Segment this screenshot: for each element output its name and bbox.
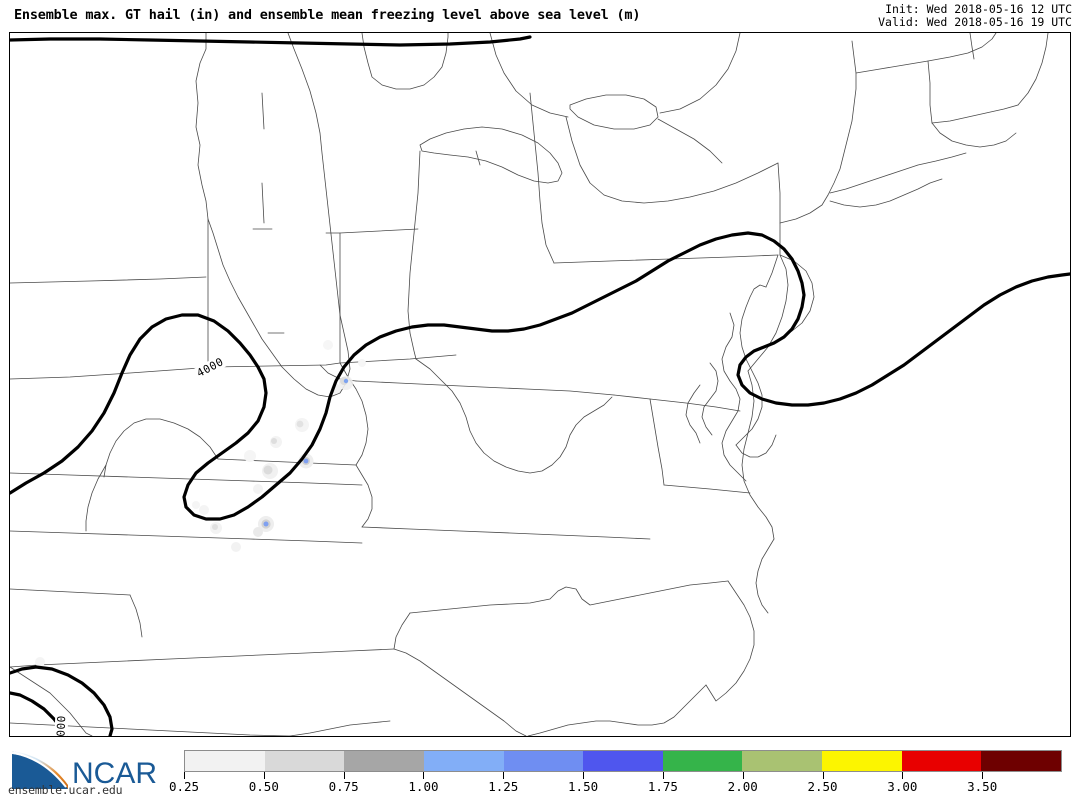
colorbar-segment-9 — [901, 751, 982, 771]
colorbar-segment-2 — [344, 751, 424, 771]
colorbar-label-2: 0.75 — [328, 779, 359, 794]
colorbar-tick-7 — [742, 772, 744, 779]
colorbar-tick-3 — [423, 772, 425, 779]
hail-fill-cells — [35, 340, 366, 700]
ncar-wordmark: NCAR — [72, 757, 157, 790]
init-time: Init: Wed 2018-05-16 12 UTC — [885, 2, 1072, 16]
colorbar-tick-10 — [982, 772, 984, 779]
colorbar-label-5: 1.50 — [568, 779, 599, 794]
colorbar-label-0: 0.25 — [168, 779, 200, 794]
colorbar-label-1: 0.50 — [248, 779, 279, 794]
colorbar-segment-6 — [662, 751, 743, 771]
logo-url[interactable]: ensemble.ucar.edu — [8, 783, 123, 797]
colorbar-label-7: 2.00 — [727, 779, 758, 794]
colorbar-tick-9 — [902, 772, 904, 779]
colorbar-tick-8 — [822, 772, 824, 779]
colorbar-tick-1 — [263, 772, 265, 779]
colorbar-gradient — [184, 750, 1062, 772]
colorbar-tick-labels: 0.25 0.50 0.75 1.00 1.25 1.50 1.75 2.00 2.50 3.00… — [169, 779, 1062, 795]
colorbar-label-8: 2.50 — [807, 779, 838, 794]
colorbar-tick-5 — [583, 772, 585, 779]
colorbar-segment-0 — [185, 751, 265, 771]
state-boundaries — [10, 33, 1049, 736]
colorbar-tick-0 — [184, 772, 185, 779]
colorbar-label-10: 3.50 — [967, 779, 998, 794]
colorbar-segment-10 — [981, 751, 1062, 771]
colorbar[interactable]: 0.25 0.50 0.75 1.00 1.25 1.50 1.75 2.00 2.50 3.00… — [169, 750, 1062, 794]
colorbar-tick-2 — [343, 772, 345, 779]
forecast-timestamps: Init: Wed 2018-05-16 12 UTC Valid: Wed 2… — [878, 3, 1072, 29]
page-title: Ensemble max. GT hail (in) and ensemble … — [14, 7, 641, 23]
map-canvas[interactable]: 4000 4000 — [9, 32, 1071, 737]
colorbar-segment-3 — [423, 751, 504, 771]
colorbar-ticks — [184, 772, 1062, 779]
colorbar-label-3: 1.00 — [408, 779, 439, 794]
valid-time: Valid: Wed 2018-05-16 19 UTC — [878, 15, 1072, 29]
ncar-logo[interactable]: NCAR — [6, 745, 176, 795]
colorbar-segment-4 — [503, 751, 584, 771]
colorbar-label-6: 1.75 — [647, 779, 678, 794]
colorbar-segment-8 — [822, 751, 902, 771]
map-graphics — [10, 33, 1070, 736]
colorbar-tick-6 — [662, 772, 664, 779]
colorbar-segment-7 — [742, 751, 823, 771]
colorbar-segment-5 — [583, 751, 663, 771]
contour-label-4000-b: 4000 — [54, 714, 69, 736]
colorbar-segment-1 — [264, 751, 345, 771]
colorbar-tick-4 — [503, 772, 505, 779]
freezing-level-contour — [10, 35, 1070, 736]
colorbar-label-9: 3.00 — [887, 779, 918, 794]
colorbar-label-4: 1.25 — [488, 779, 519, 794]
